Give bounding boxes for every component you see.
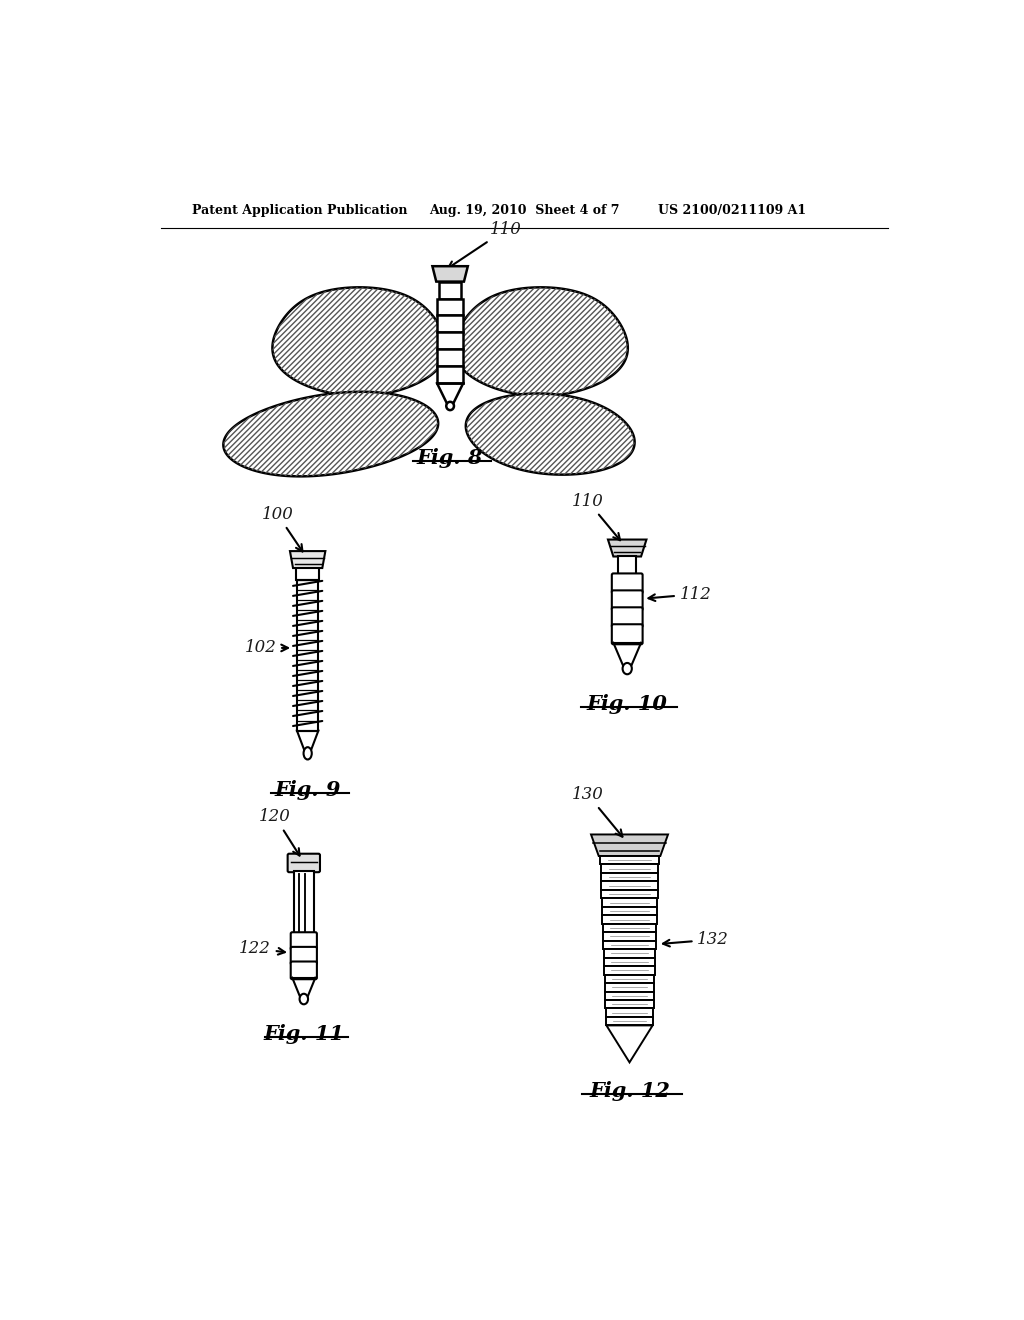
Text: 122: 122 <box>240 940 285 957</box>
Text: Fig. 12: Fig. 12 <box>589 1081 670 1101</box>
Bar <box>604 958 655 966</box>
Text: 112: 112 <box>648 586 712 603</box>
Bar <box>603 941 655 949</box>
Bar <box>296 568 319 581</box>
Text: Aug. 19, 2010  Sheet 4 of 7: Aug. 19, 2010 Sheet 4 of 7 <box>429 205 620 218</box>
Bar <box>602 915 656 924</box>
Bar <box>606 1016 653 1026</box>
Polygon shape <box>432 267 468 281</box>
Text: Fig. 8: Fig. 8 <box>417 447 483 467</box>
Bar <box>601 890 657 899</box>
Polygon shape <box>454 288 628 396</box>
Bar <box>606 1008 653 1016</box>
FancyBboxPatch shape <box>291 932 316 950</box>
Text: 100: 100 <box>261 506 302 552</box>
Bar <box>602 907 657 915</box>
Ellipse shape <box>303 747 311 759</box>
Ellipse shape <box>446 401 454 411</box>
Bar <box>605 1001 653 1008</box>
Bar <box>603 949 655 958</box>
Polygon shape <box>608 540 646 557</box>
Bar <box>437 298 463 315</box>
Text: 110: 110 <box>449 220 522 268</box>
Polygon shape <box>272 288 446 396</box>
Polygon shape <box>466 393 635 475</box>
Bar <box>605 991 654 1001</box>
Bar <box>437 350 463 367</box>
Text: 102: 102 <box>245 639 288 656</box>
FancyBboxPatch shape <box>611 607 643 627</box>
Text: Patent Application Publication: Patent Application Publication <box>193 205 408 218</box>
Polygon shape <box>290 552 326 568</box>
Bar <box>600 855 658 865</box>
FancyBboxPatch shape <box>611 624 643 644</box>
Bar <box>601 882 657 890</box>
Text: 132: 132 <box>663 931 729 948</box>
Polygon shape <box>591 834 668 855</box>
Bar <box>604 966 654 974</box>
Bar <box>437 333 463 350</box>
Bar <box>604 974 654 983</box>
FancyBboxPatch shape <box>611 590 643 610</box>
Polygon shape <box>606 1026 652 1063</box>
Text: Fig. 9: Fig. 9 <box>274 780 341 800</box>
FancyBboxPatch shape <box>288 854 319 873</box>
FancyBboxPatch shape <box>611 573 643 594</box>
Text: 110: 110 <box>571 492 621 540</box>
Polygon shape <box>223 392 438 477</box>
Ellipse shape <box>300 994 308 1005</box>
FancyBboxPatch shape <box>291 961 316 979</box>
Bar <box>617 557 637 576</box>
Ellipse shape <box>623 663 632 675</box>
Bar <box>603 924 656 932</box>
Text: US 2100/0211109 A1: US 2100/0211109 A1 <box>658 205 806 218</box>
Bar <box>605 983 654 991</box>
Bar <box>439 281 461 298</box>
FancyBboxPatch shape <box>291 946 316 965</box>
Bar <box>603 932 656 941</box>
Text: Fig. 11: Fig. 11 <box>263 1024 344 1044</box>
Bar <box>437 315 463 333</box>
Bar <box>602 899 657 907</box>
Text: Fig. 10: Fig. 10 <box>587 693 668 714</box>
Text: 120: 120 <box>259 808 300 855</box>
Bar <box>437 367 463 383</box>
Bar <box>297 581 318 730</box>
Bar <box>294 871 313 933</box>
Bar <box>600 865 658 873</box>
Text: 130: 130 <box>571 785 623 837</box>
Bar <box>601 873 658 882</box>
